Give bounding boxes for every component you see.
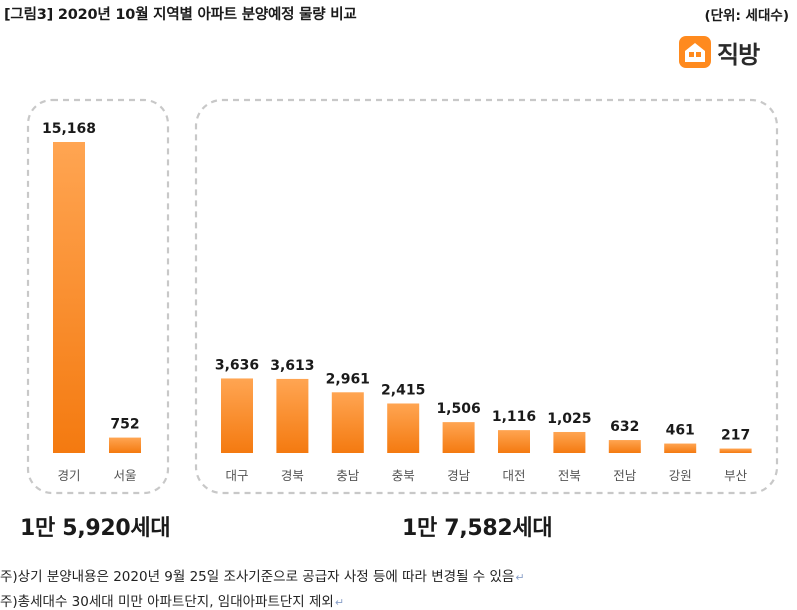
figure-title: [그림3] 2020년 10월 지역별 아파트 분양예정 물량 비교 [4,7,357,23]
footnote: 주)상기 분양내용은 2020년 9월 25일 조사기준으로 공급자 사정 등에… [0,565,525,585]
data-label: 752 [110,417,139,433]
data-label: 3,613 [270,358,314,374]
bar [664,443,697,453]
zigbang-logo: 직방 [678,34,778,70]
category-label: 경북 [281,468,304,483]
category-label: 대전 [502,468,525,483]
unit-label: (단위: 세대수) [704,8,789,24]
category-label: 대구 [225,468,248,483]
data-label: 3,636 [215,357,259,373]
data-label: 2,415 [381,382,425,398]
footnote-text: 주)총세대수 30세대 미만 아파트단지, 임대아파트단지 제외 [0,594,334,610]
data-label: 1,116 [492,409,536,425]
footnote: 주)총세대수 30세대 미만 아파트단지, 임대아파트단지 제외↵ [0,590,344,610]
bar [553,431,586,453]
category-label: 부산 [724,468,748,483]
category-label: 경기 [57,468,80,483]
group-box-capital [26,98,170,495]
house-icon [679,36,711,68]
data-label: 632 [610,419,639,435]
data-label: 1,506 [436,401,480,417]
total-label-capital: 1만 5,920세대 [20,516,171,541]
data-label: 15,168 [42,121,96,137]
brand-name: 직방 [717,40,760,69]
bar [53,142,85,453]
category-label: 강원 [669,468,692,483]
footnote-text: 주)상기 분양내용은 2020년 9월 25일 조사기준으로 공급자 사정 등에… [0,569,515,585]
group-box-regions [194,98,779,495]
bar [109,437,141,453]
bar [387,403,420,453]
data-label: 461 [666,423,695,439]
bar [442,422,475,453]
return-icon: ↵ [515,571,525,584]
bar [719,448,752,453]
bar [331,392,364,453]
bar [498,430,530,453]
category-label: 서울 [113,468,136,483]
data-label: 217 [721,428,750,444]
category-label: 충북 [392,468,415,483]
bar [276,378,309,453]
return-icon: ↵ [334,596,345,609]
total-label-regions: 1만 7,582세대 [402,516,553,541]
category-label: 전남 [613,468,637,483]
category-label: 전북 [558,468,581,483]
category-label: 경남 [447,468,471,483]
bar [221,378,253,453]
data-label: 2,961 [326,371,370,387]
bar [608,440,641,453]
bar-chart: 15,168 경기 752 서울 3,636 대구 3,613 경북 2,961 충남 2,415 충… [26,98,779,495]
category-label: 충남 [336,468,360,483]
data-label: 1,025 [547,411,591,427]
